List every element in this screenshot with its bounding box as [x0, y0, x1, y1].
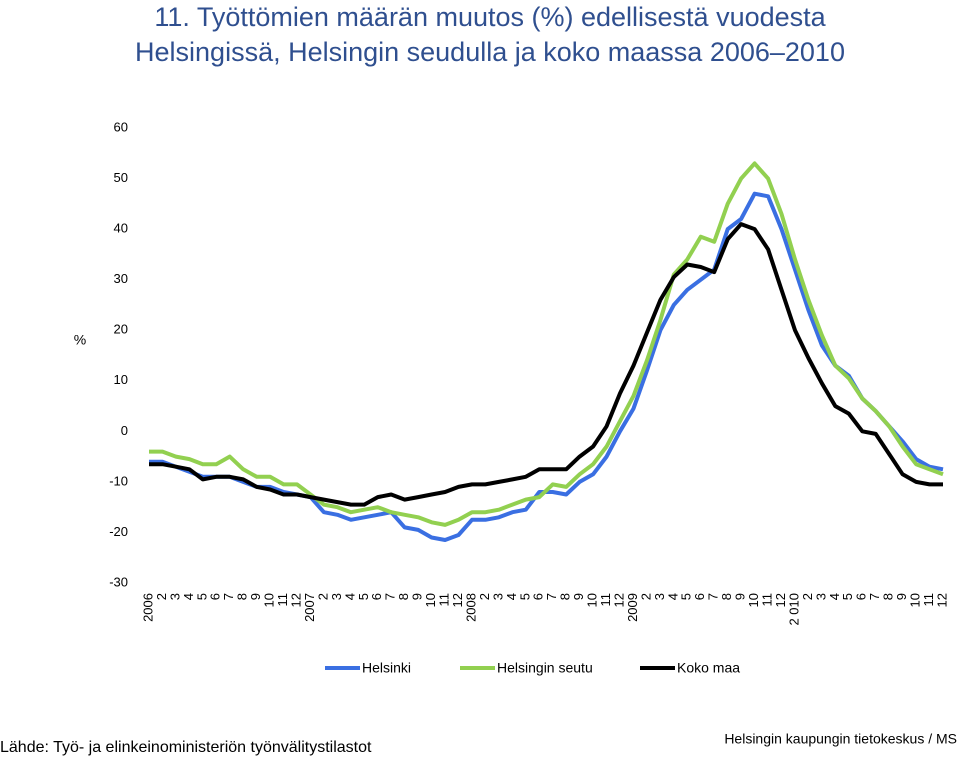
- x-tick-label: 10: [746, 593, 761, 607]
- x-tick-label: 9: [894, 593, 909, 600]
- x-tick-label: 10: [423, 593, 438, 607]
- x-tick-label: 7: [544, 593, 559, 600]
- x-tick-label: 7: [383, 593, 398, 600]
- y-tick-label: 10: [114, 372, 128, 387]
- x-tick-label: 2: [638, 593, 653, 600]
- x-tick-label: 4: [342, 593, 357, 600]
- x-tick-label: 10: [908, 593, 923, 607]
- source: Lähde: Työ- ja elinkeinoministeriön työn…: [0, 739, 372, 756]
- x-tick-label: 9: [571, 593, 586, 600]
- x-tick-label: 5: [679, 593, 694, 600]
- y-tick-label: 40: [114, 221, 128, 236]
- x-tick-label: 2: [315, 593, 330, 600]
- x-tick-label: 2: [154, 593, 169, 600]
- x-tick-label: 8: [396, 593, 411, 600]
- x-tick-label: 11: [598, 593, 613, 607]
- x-tick-label: 6: [692, 593, 707, 600]
- x-tick-label: 3: [329, 593, 344, 600]
- x-tick-label: 4: [504, 593, 519, 600]
- y-tick-label: 0: [121, 423, 128, 438]
- y-tick-label: 20: [114, 322, 128, 337]
- y-tick-label: 60: [114, 119, 128, 134]
- x-tick-label: 9: [410, 593, 425, 600]
- y-tick-label: 50: [114, 170, 128, 185]
- x-tick-label: 4: [665, 593, 680, 600]
- line-series: [149, 222, 943, 507]
- x-tick-label: 7: [867, 593, 882, 600]
- x-tick-label: 2009: [625, 593, 640, 622]
- x-tick-label: 11: [921, 593, 936, 607]
- x-tick-label: 6: [369, 593, 384, 600]
- x-tick-label: 2: [800, 593, 815, 600]
- x-tick-label: 5: [356, 593, 371, 600]
- x-tick-label: 11: [759, 593, 774, 607]
- line-series: [149, 161, 944, 527]
- chart-title: 11. Työttömien määrän muutos (%) edellis…: [135, 2, 845, 67]
- x-tick-label: 2007: [302, 593, 317, 622]
- x-tick-label: 8: [235, 593, 250, 600]
- x-tick-label: 10: [262, 593, 277, 607]
- y-axis-label: %: [74, 332, 86, 348]
- x-tick-label: 11: [275, 593, 290, 607]
- x-tick-label: 12: [773, 593, 788, 607]
- x-tick-label: 3: [167, 593, 182, 600]
- x-tick-label: 4: [181, 593, 196, 600]
- x-tick-label: 6: [208, 593, 223, 600]
- x-tick-label: 8: [719, 593, 734, 600]
- x-tick-label: 8: [881, 593, 896, 600]
- x-tick-label: 2008: [463, 593, 478, 622]
- x-tick-label: 12: [934, 593, 949, 607]
- x-tick-label: 8: [558, 593, 573, 600]
- x-tick-label: 4: [827, 593, 842, 600]
- legend-label: Koko maa: [677, 660, 740, 676]
- x-tick-label: 3: [813, 593, 828, 600]
- x-tick-label: 12: [611, 593, 626, 607]
- x-tick-label: 9: [248, 593, 263, 600]
- legend-label: Helsingin seutu: [497, 660, 593, 676]
- x-tick-label: 12: [288, 593, 303, 607]
- x-tick-label: 3: [652, 593, 667, 600]
- y-tick-label: -10: [109, 473, 128, 488]
- x-tick-label: 5: [517, 593, 532, 600]
- x-tick-label: 11: [437, 593, 452, 607]
- x-tick-label: 7: [221, 593, 236, 600]
- x-tick-label: 6: [531, 593, 546, 600]
- y-tick-label: -20: [109, 524, 128, 539]
- x-tick-label: 6: [854, 593, 869, 600]
- legend-label: Helsinki: [362, 660, 411, 676]
- x-tick-label: 2 010: [786, 593, 801, 626]
- credit: Helsingin kaupungin tietokeskus / MS: [724, 731, 957, 747]
- x-tick-label: 2: [477, 593, 492, 600]
- x-tick-label: 10: [585, 593, 600, 607]
- x-tick-label: 12: [450, 593, 465, 607]
- x-tick-label: 3: [490, 593, 505, 600]
- x-tick-label: 5: [840, 593, 855, 600]
- x-tick-label: 2006: [140, 593, 155, 622]
- x-tick-label: 7: [706, 593, 721, 600]
- x-tick-label: 5: [194, 593, 209, 600]
- y-tick-label: -30: [109, 574, 128, 589]
- x-tick-label: 9: [733, 593, 748, 600]
- y-tick-label: 30: [114, 271, 128, 286]
